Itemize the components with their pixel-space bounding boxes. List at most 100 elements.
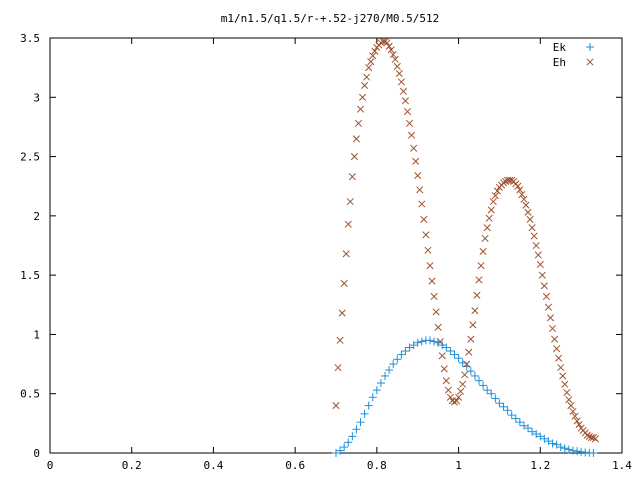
eh-point (461, 371, 469, 379)
ek-point (548, 439, 557, 448)
ek-point (409, 341, 418, 350)
eh-point (363, 73, 371, 81)
ek-point (528, 427, 537, 436)
eh-point (542, 292, 550, 301)
eh-point (548, 324, 557, 333)
eh-point (408, 131, 416, 139)
ek-point (499, 402, 508, 411)
eh-point (414, 171, 422, 180)
ek-point (381, 371, 390, 380)
eh-point (420, 215, 428, 223)
x-tick-label: 0 (47, 459, 54, 472)
eh-point (585, 432, 593, 440)
eh-point (565, 396, 573, 404)
eh-point (575, 420, 583, 429)
eh-point (334, 364, 342, 372)
ek-point (568, 446, 577, 455)
x-tick-label: 0.2 (122, 459, 142, 472)
eh-point (332, 402, 340, 410)
ek-point (450, 350, 459, 359)
y-tick-label: 2.5 (20, 151, 40, 164)
ek-point (532, 430, 541, 439)
chart-title: m1/n1.5/q1.5/r-+.52-j270/M0.5/512 (221, 12, 440, 25)
legend-marker-eh-glyph (586, 58, 594, 66)
ek-point (417, 337, 426, 346)
legend-label-ek: Ek (553, 41, 567, 54)
eh-point (493, 187, 501, 195)
eh-point (491, 192, 499, 200)
eh-point (452, 397, 461, 405)
eh-point (395, 70, 403, 78)
ek-point (454, 354, 463, 363)
eh-point (583, 431, 591, 439)
y-tick-label: 3 (33, 91, 40, 104)
y-tick-label: 1.5 (20, 269, 40, 282)
x-tick-label: 1.2 (530, 459, 550, 472)
eh-point (348, 173, 356, 181)
ek-point (515, 418, 524, 427)
eh-point (418, 200, 426, 208)
eh-point (379, 38, 387, 46)
eh-point (499, 179, 508, 187)
y-tick-label: 3.5 (20, 32, 40, 45)
ek-point (560, 444, 569, 453)
eh-point (399, 87, 407, 95)
eh-point (459, 380, 467, 388)
legend-label-eh: Eh (553, 56, 566, 69)
eh-point (467, 335, 475, 343)
y-tick-label: 1 (33, 328, 40, 341)
ek-point (564, 445, 573, 454)
eh-point (573, 417, 581, 425)
legend: Ek Eh (553, 41, 594, 69)
eh-point (359, 93, 367, 101)
eh-point (383, 39, 391, 47)
eh-point (401, 97, 410, 105)
ek-point (470, 371, 479, 380)
eh-point (387, 46, 395, 54)
ek-point (524, 424, 533, 433)
eh-point (442, 377, 450, 385)
eh-point (481, 234, 489, 242)
ek-point (446, 347, 455, 356)
ek-point (577, 447, 586, 456)
eh-point (489, 198, 497, 206)
y-tick-label: 0 (33, 447, 40, 460)
eh-point (546, 314, 555, 322)
ek-point (385, 366, 394, 374)
eh-point (528, 224, 536, 232)
ek-point (364, 401, 373, 410)
eh-point (444, 386, 452, 394)
eh-point (571, 412, 579, 420)
eh-point (563, 388, 571, 397)
eh-point (436, 337, 444, 346)
eh-point (350, 153, 358, 161)
ek-point (413, 338, 422, 347)
eh-point (485, 214, 493, 222)
y-tick-label: 0.5 (20, 388, 40, 401)
eh-point (567, 402, 575, 410)
eh-point (352, 135, 360, 143)
x-tick-label: 0.6 (285, 459, 305, 472)
eh-point (377, 39, 385, 47)
eh-point (361, 81, 369, 89)
eh-point (526, 215, 534, 223)
eh-point (524, 208, 532, 216)
legend-marker-ek (586, 43, 594, 51)
eh-point (487, 206, 495, 214)
eh-point (356, 105, 365, 113)
eh-point (522, 201, 530, 209)
series-layer (332, 38, 599, 457)
ek-point (340, 443, 349, 452)
eh-point (473, 291, 481, 299)
ek-point (491, 394, 500, 403)
eh-point (520, 195, 528, 203)
eh-point (538, 271, 546, 279)
eh-point (416, 186, 424, 194)
ek-point (503, 406, 512, 415)
x-tick-label: 0.4 (203, 459, 223, 472)
eh-point (422, 231, 430, 239)
eh-point (440, 365, 448, 373)
eh-point (403, 107, 412, 116)
ek-point (552, 440, 561, 449)
